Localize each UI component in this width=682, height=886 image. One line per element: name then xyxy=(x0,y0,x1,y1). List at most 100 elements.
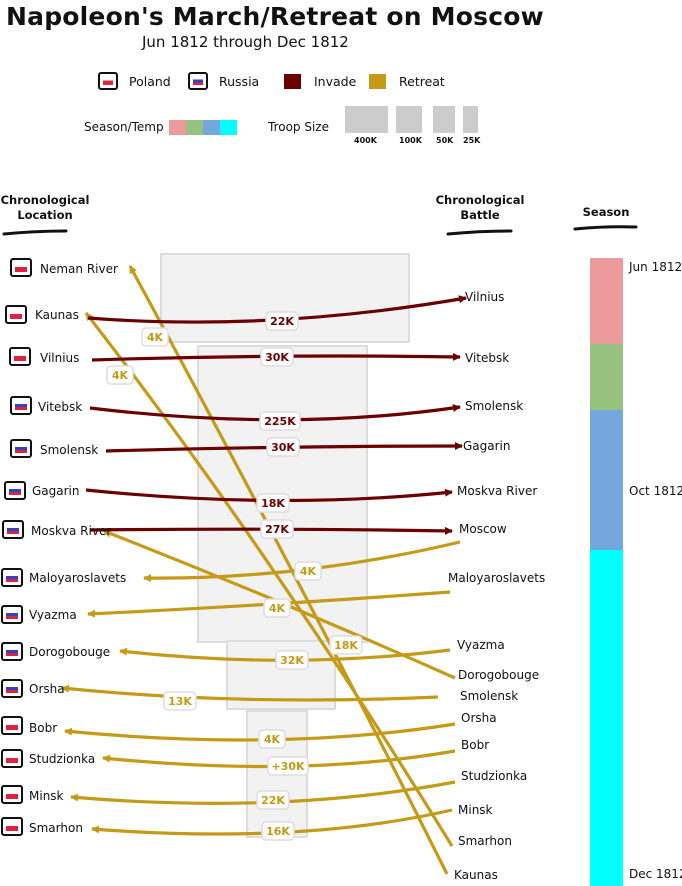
invade-flow-label: 225K xyxy=(259,411,301,431)
invade-flow-label: 30K xyxy=(266,437,300,457)
retreat-flow-label: 22K xyxy=(256,790,290,810)
retreat-flow-label: 4K xyxy=(106,365,134,385)
maloyaroslavets-flag-icon xyxy=(1,568,23,587)
battle-vilnius: Vilnius xyxy=(465,290,505,304)
dorogobouge-flag-icon xyxy=(1,642,23,661)
season-tick-oct: Oct 1812 xyxy=(629,484,682,498)
invade-swatch xyxy=(284,74,301,89)
season-swatch-autumn xyxy=(203,120,220,135)
invade-flow-label: 18K xyxy=(256,493,290,513)
retreat-path-smolensk-orsha xyxy=(61,684,439,702)
location-gagarin: Gagarin xyxy=(32,484,80,498)
season-band-autumn xyxy=(590,410,623,550)
battle-smolensk-2: Smolensk xyxy=(460,689,519,703)
battle-kaunas: Kaunas xyxy=(454,868,498,882)
svg-text:27K: 27K xyxy=(265,523,289,536)
vitebsk-flag-icon xyxy=(10,396,32,415)
location-vyazma: Vyazma xyxy=(29,608,77,622)
invade-flow-label: 30K xyxy=(260,347,294,367)
svg-text:13K: 13K xyxy=(168,695,192,708)
location-smarhon: Smarhon xyxy=(29,821,83,835)
retreat-swatch xyxy=(369,74,386,89)
battle-studzionka: Studzionka xyxy=(461,769,528,783)
svg-text:4K: 4K xyxy=(269,602,286,615)
svg-text:+30K: +30K xyxy=(271,760,305,773)
neman-river-flag-icon xyxy=(10,258,32,277)
invade-flow-label: 22K xyxy=(265,311,299,331)
location-maloyaroslavets: Maloyaroslavets xyxy=(29,571,127,585)
retreat-flow-label: 32K xyxy=(275,650,309,670)
retreat-path-smarhon-kaunas xyxy=(84,312,454,847)
svg-text:32K: 32K xyxy=(280,654,304,667)
chart-title: Napoleon's March/Retreat on Moscow xyxy=(6,2,544,31)
season-swatch-summer xyxy=(169,120,186,135)
troop-size-label-50k: 50K xyxy=(436,136,454,145)
season-band-winter xyxy=(590,550,623,886)
location-smolensk: Smolensk xyxy=(40,443,99,457)
retreat-flow-label: 4K xyxy=(258,729,286,749)
battle-vitebsk: Vitebsk xyxy=(465,351,510,365)
svg-text:22K: 22K xyxy=(261,794,285,807)
battle-orsha: Orsha xyxy=(461,711,497,725)
svg-text:16K: 16K xyxy=(266,825,290,838)
gagarin-flag-icon xyxy=(4,481,26,500)
vyazma-flag-icon xyxy=(1,605,23,624)
battle-smolensk: Smolensk xyxy=(465,399,524,413)
troop-size-bar-400k xyxy=(345,106,388,133)
retreat-flow-label: 16K xyxy=(261,821,295,841)
battle-bobr: Bobr xyxy=(461,738,490,752)
season-column-header: Season xyxy=(582,205,630,219)
chart-subtitle: Jun 1812 through Dec 1812 xyxy=(142,33,349,51)
location-kaunas: Kaunas xyxy=(35,308,79,322)
legend-retreat: Retreat xyxy=(399,74,445,89)
location-orsha: Orsha xyxy=(29,682,65,696)
studzionka-flag-icon xyxy=(1,749,23,768)
svg-text:30K: 30K xyxy=(271,441,295,454)
poland-flag-icon xyxy=(98,72,118,90)
battle-gagarin: Gagarin xyxy=(463,439,511,453)
troop-size-bar-50k xyxy=(433,106,455,133)
retreat-flow-label: +30K xyxy=(267,756,309,776)
location-vitebsk: Vitebsk xyxy=(38,400,83,414)
svg-text:18K: 18K xyxy=(261,497,285,510)
svg-text:30K: 30K xyxy=(265,351,289,364)
location-neman-river: Neman River xyxy=(40,262,118,276)
smolensk-flag-icon xyxy=(10,439,32,458)
battle-moskva-river: Moskva River xyxy=(457,484,538,498)
smarhon-flag-icon xyxy=(1,817,23,836)
retreat-flow-label: 4K xyxy=(263,598,291,618)
season-tick-jun: Jun 1812 xyxy=(629,260,682,274)
retreat-flow-label: 4K xyxy=(141,327,169,347)
troop-size-bar-100k xyxy=(396,106,422,133)
season-band-late-summer xyxy=(590,344,623,410)
season-swatch-late-summer xyxy=(186,120,203,135)
location-column-header: Chronological Location xyxy=(0,193,90,222)
kaunas-flag-icon xyxy=(5,305,27,324)
retreat-flow-label: 4K xyxy=(294,561,322,581)
retreat-path-kaunas-neman-river xyxy=(128,265,449,875)
troop-size-label-25k: 25K xyxy=(463,136,481,145)
svg-text:18K: 18K xyxy=(334,639,358,652)
season-band-summer xyxy=(590,258,623,344)
troop-size-bar-25k xyxy=(463,106,478,133)
battle-vyazma: Vyazma xyxy=(457,638,505,652)
legend-season-temp: Season/Temp xyxy=(84,120,164,134)
minsk-flag-icon xyxy=(1,785,23,804)
location-bobr: Bobr xyxy=(29,721,58,735)
russia-flag-icon xyxy=(188,72,208,90)
season-tick-dec: Dec 1812 xyxy=(629,867,682,881)
location-dorogobouge: Dorogobouge xyxy=(29,645,111,659)
troop-size-label-100k: 100K xyxy=(399,136,422,145)
bobr-flag-icon xyxy=(1,716,23,735)
battle-column-header: Chronological Battle xyxy=(435,193,525,222)
vilnius-flag-icon xyxy=(9,347,31,366)
legend-troop-size: Troop Size xyxy=(268,120,329,134)
battle-moscow: Moscow xyxy=(459,522,507,536)
location-minsk: Minsk xyxy=(29,789,64,803)
retreat-flow-label: 18K xyxy=(329,635,363,655)
season-swatch-winter xyxy=(220,120,237,135)
orsha-flag-icon xyxy=(1,679,23,698)
battle-maloyaroslavets: Maloyaroslavets xyxy=(448,571,546,585)
retreat-flow-label: 13K xyxy=(163,691,197,711)
